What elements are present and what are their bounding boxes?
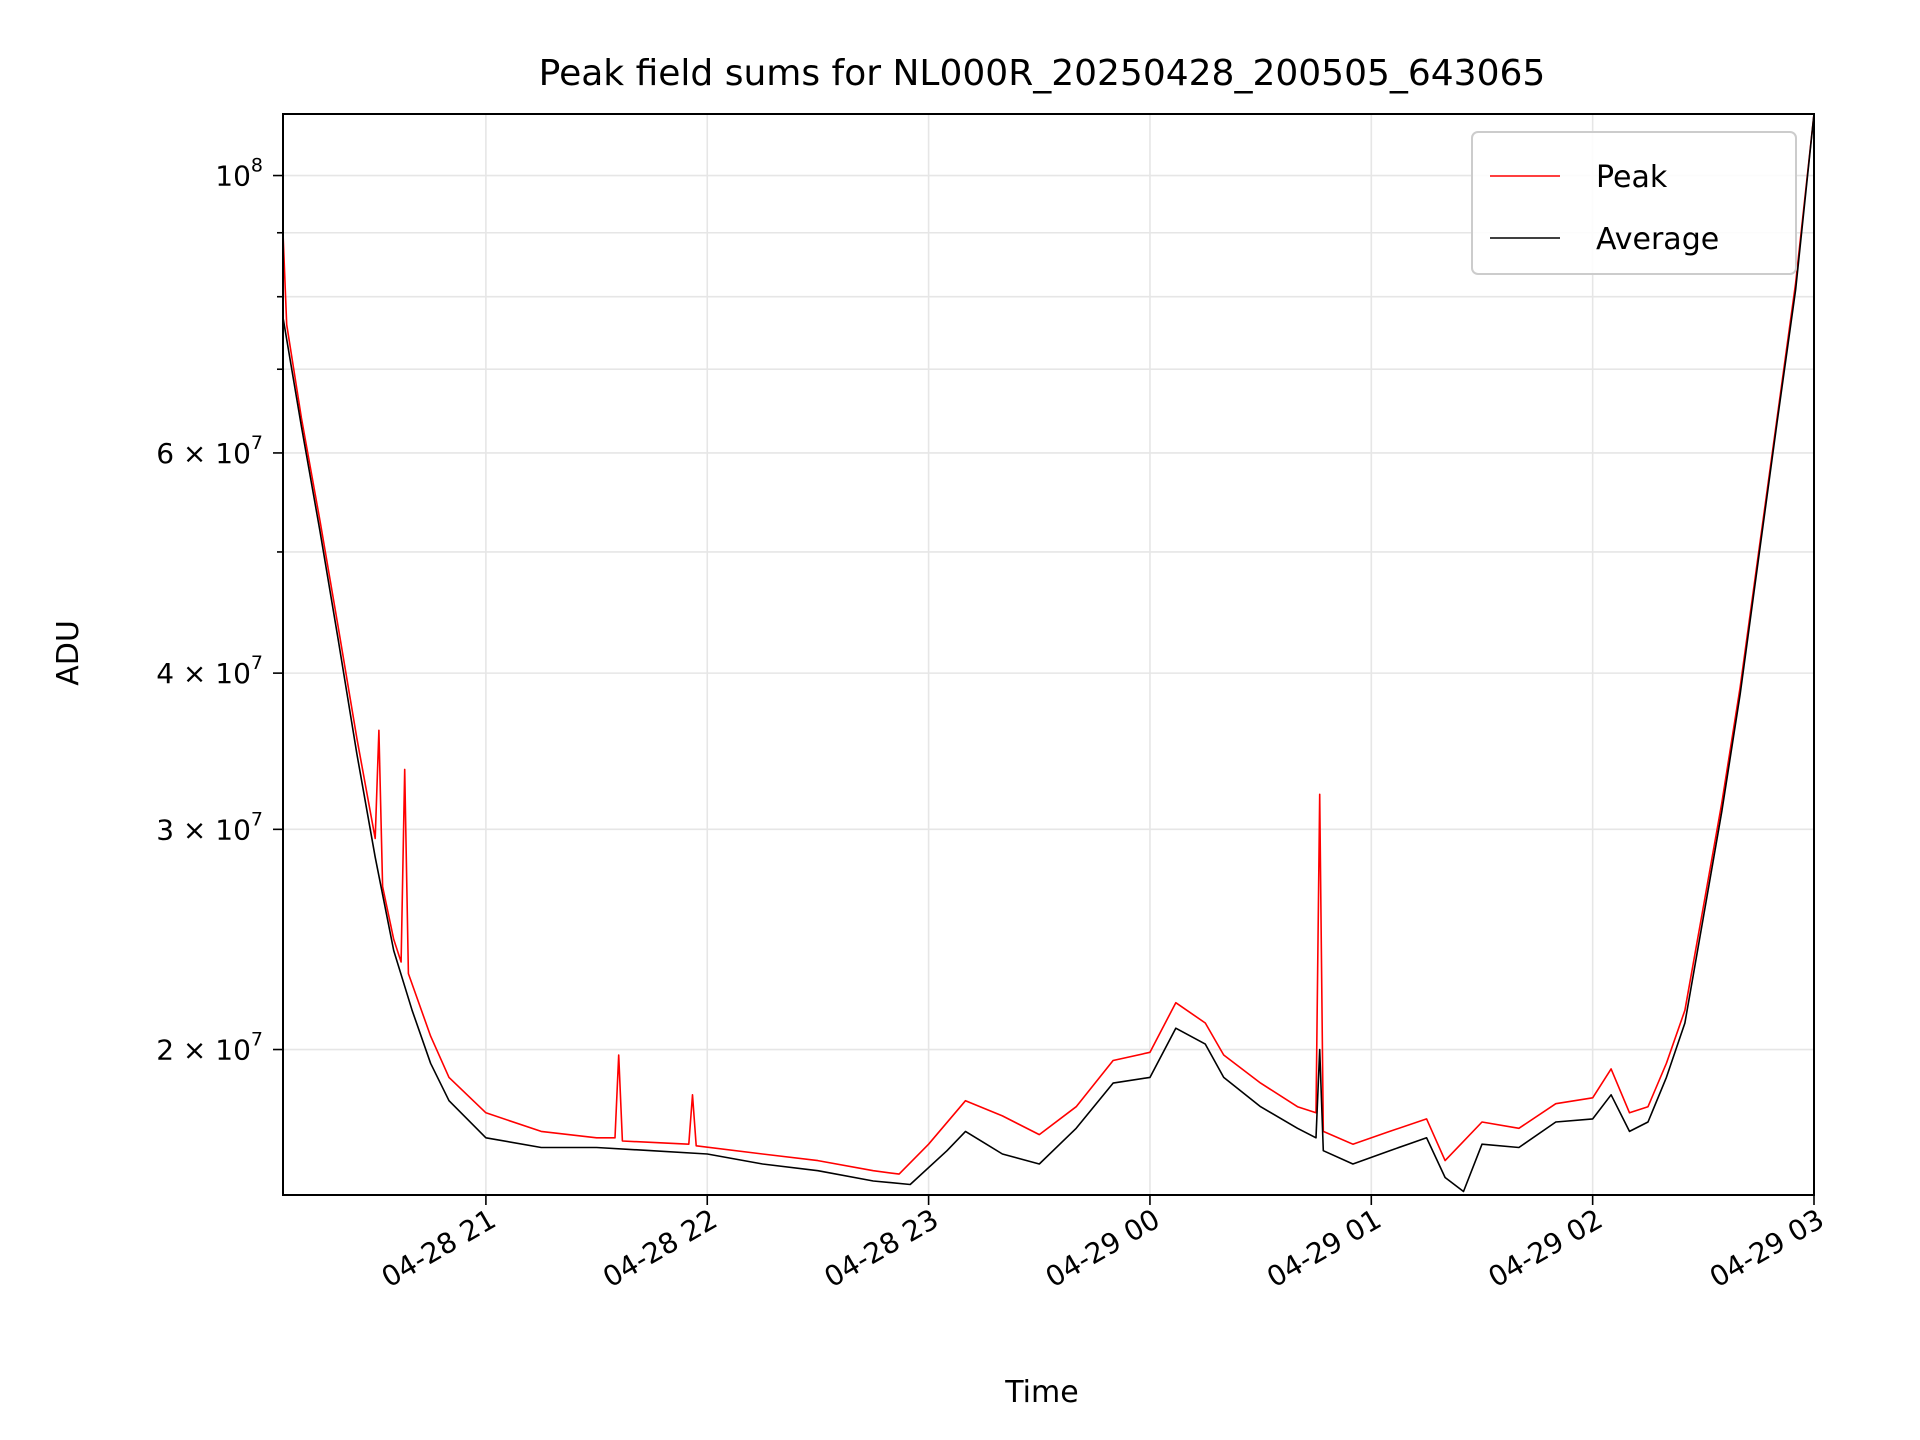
chart-title: Peak field sums for NL000R_20250428_2005… bbox=[539, 53, 1546, 94]
series-line-peak bbox=[283, 114, 1814, 1175]
y-tick-label: 2 × 107 bbox=[156, 1029, 263, 1067]
y-tick-label-exponent: 7 bbox=[251, 808, 263, 830]
y-tick-label-base: 3 × 10 bbox=[156, 813, 251, 846]
y-tick-label-exponent: 7 bbox=[251, 1029, 263, 1051]
x-axis-label: Time bbox=[1004, 1375, 1078, 1410]
y-tick-label-base: 10 bbox=[215, 160, 251, 193]
legend-label-average: Average bbox=[1596, 222, 1719, 257]
series-line-average bbox=[283, 114, 1814, 1193]
y-tick-label-base: 2 × 10 bbox=[156, 1034, 251, 1067]
y-tick-label-exponent: 7 bbox=[251, 652, 263, 674]
y-tick-label: 6 × 107 bbox=[156, 432, 263, 470]
y-tick-label: 3 × 107 bbox=[156, 808, 263, 846]
y-tick-label-exponent: 7 bbox=[251, 432, 263, 454]
y-tick-label: 4 × 107 bbox=[156, 652, 263, 690]
y-tick-label-base: 4 × 10 bbox=[156, 657, 251, 690]
grid bbox=[283, 114, 1815, 1195]
legend-label-peak: Peak bbox=[1596, 160, 1668, 195]
legend: Peak Average bbox=[1471, 131, 1797, 275]
y-tick-label-base: 6 × 10 bbox=[156, 437, 251, 470]
y-axis-label: ADU bbox=[51, 620, 86, 686]
plot-frame bbox=[282, 113, 1815, 1196]
series-layer bbox=[283, 114, 1814, 1193]
y-tick-label-exponent: 8 bbox=[251, 155, 263, 177]
y-tick-label: 108 bbox=[215, 155, 263, 193]
